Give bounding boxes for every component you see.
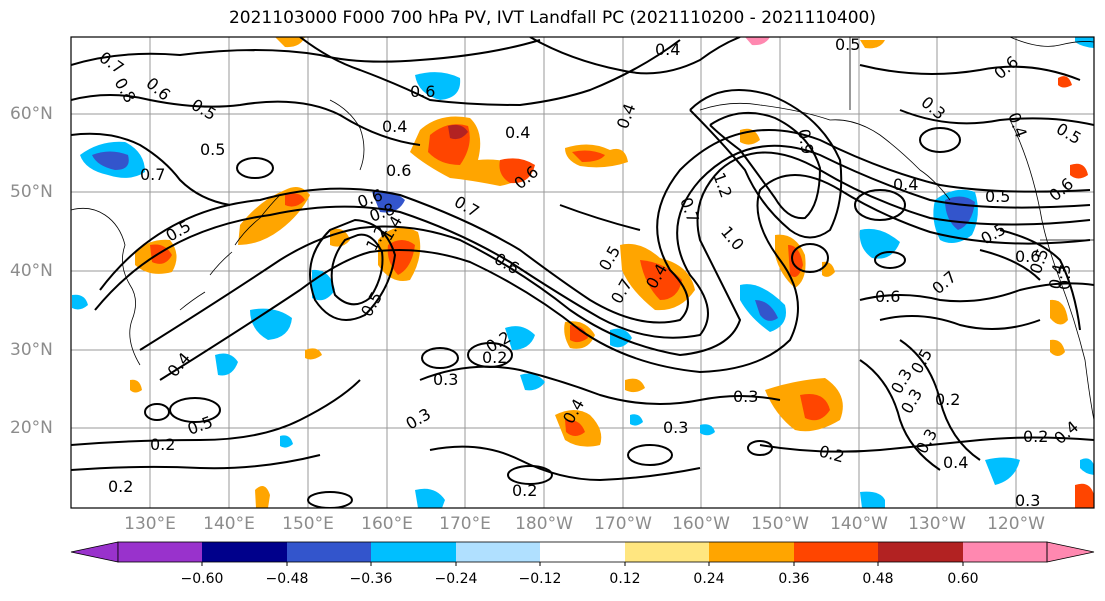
lon-label: 180°W: [515, 514, 573, 534]
contour-label: 0.3: [433, 370, 458, 389]
plot-border: [70, 36, 1095, 509]
lon-label: 150°W: [751, 514, 809, 534]
lon-label: 150°E: [282, 514, 334, 534]
lon-label: 130°E: [124, 514, 176, 534]
contour-label: 0.4: [382, 117, 407, 136]
contour-label: 0.7: [140, 165, 165, 184]
lon-label: 140°E: [203, 514, 255, 534]
lat-label: 50°N: [10, 182, 53, 202]
contour-label: 0.6: [1015, 247, 1040, 266]
contour-label: 0.3: [663, 418, 688, 437]
contour-label: 0.2: [482, 348, 507, 367]
colorbar-segment: [202, 542, 287, 562]
contour-label: 0.4: [1045, 262, 1068, 290]
colorbar-tick-label: −0.36: [349, 571, 393, 587]
colorbar-tick-label: 0.48: [862, 571, 894, 587]
colorbar-tick-label: 0.24: [693, 571, 725, 587]
contour-label: 0.3: [1015, 491, 1040, 510]
colorbar-extend-low: [70, 541, 119, 563]
colorbar-tick-label: −0.48: [265, 571, 309, 587]
colorbar-tick-label: 0.36: [778, 571, 810, 587]
lat-label: 30°N: [10, 340, 53, 360]
contour-label: 0.3: [1055, 265, 1074, 290]
contour-label: 0.2: [108, 477, 133, 496]
contour-label: 0.4: [943, 453, 968, 472]
colorbar-extend-high: [1046, 541, 1095, 563]
colorbar-tick-label: −0.24: [434, 571, 478, 587]
contour-label: 0.6: [875, 287, 900, 306]
contour-label: 0.9: [794, 127, 817, 155]
colorbar-segment: [878, 542, 963, 562]
lon-label: 140°W: [830, 514, 888, 534]
lat-label: 40°N: [10, 261, 53, 281]
contour-label: 0.5: [985, 187, 1010, 206]
lon-label: 130°W: [908, 514, 966, 534]
colorbar-segment: [456, 542, 540, 562]
lat-label: 60°N: [10, 104, 53, 124]
contour-label: 0.6: [410, 82, 435, 101]
shaded-anomalies: [72, 37, 1094, 508]
colorbar-segment: [540, 542, 625, 562]
lat-label: 20°N: [10, 418, 53, 438]
colorbar-segment: [118, 542, 202, 562]
contour-label: 0.3: [733, 387, 758, 406]
lon-label: 160°W: [672, 514, 730, 534]
colorbar-outline: [117, 541, 1048, 563]
colorbar-tick-label: −0.12: [518, 571, 562, 587]
contour-label: 0.6: [386, 161, 411, 180]
colorbar-segment: [287, 542, 371, 562]
colorbar-tick-label: 0.60: [947, 571, 979, 587]
lon-label: 170°W: [594, 514, 652, 534]
colorbar-segment: [794, 542, 878, 562]
lon-label: 160°E: [361, 514, 413, 534]
contour-label: 0.2: [150, 435, 175, 454]
colorbar-segment: [709, 542, 794, 562]
contour-label: 0.5: [835, 35, 860, 54]
colorbar-segment: [963, 542, 1047, 562]
contour-label: 0.4: [655, 40, 680, 59]
contour-label: 0.4: [505, 123, 530, 142]
lon-label: 170°E: [439, 514, 491, 534]
pv-contours: [71, 37, 1094, 508]
contour-label: 0.2: [512, 481, 537, 500]
colorbar-tick-label: 0.12: [609, 571, 641, 587]
contour-label: 0.2: [935, 390, 960, 409]
map-title: 2021103000 F000 700 hPa PV, IVT Landfall…: [228, 8, 876, 28]
colorbar-segment: [625, 542, 709, 562]
contour-label: 0.2: [1023, 427, 1048, 446]
contour-label: 0.5: [200, 140, 225, 159]
coastlines: [71, 37, 1094, 421]
contour-label: 0.4: [893, 175, 918, 194]
colorbar-segment: [371, 542, 456, 562]
colorbar: [70, 541, 1095, 566]
lon-label: 120°W: [987, 514, 1045, 534]
colorbar-tick-label: −0.60: [180, 571, 224, 587]
